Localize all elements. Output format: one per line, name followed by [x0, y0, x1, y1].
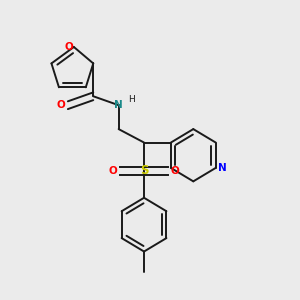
Text: N: N [114, 100, 123, 110]
Text: O: O [57, 100, 66, 110]
Text: N: N [218, 163, 226, 173]
Text: O: O [171, 166, 179, 176]
Text: S: S [140, 164, 148, 177]
Text: O: O [109, 166, 117, 176]
Text: O: O [64, 42, 73, 52]
Text: H: H [128, 95, 135, 104]
